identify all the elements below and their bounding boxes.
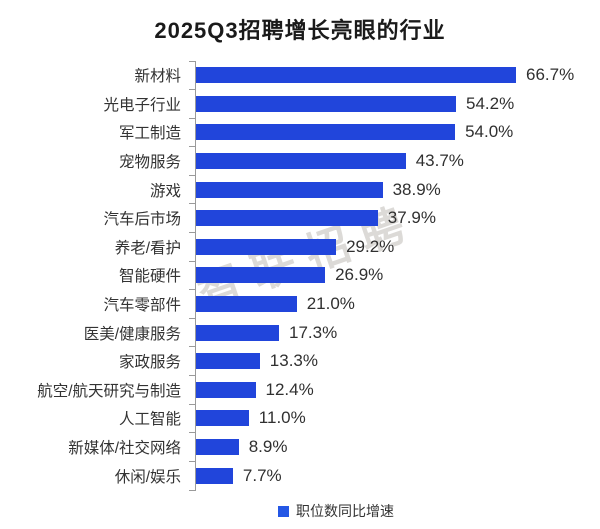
bar-plot-area: 新材料 66.7% 光电子行业 54.2% 军工制造 54.0% 宠物服务 43.7% 游戏 38… [0,60,600,491]
bar-row: 医美/健康服务 17.3% [0,317,600,347]
value-label: 26.9% [335,265,384,285]
bar [196,238,337,255]
bar-row: 新媒体/社交网络 8.9% [0,432,600,462]
category-label: 宠物服务 [118,154,181,172]
bar-row: 新材料 66.7% [0,60,600,90]
bar-row: 航空/航天研究与制造 12.4% [0,375,600,405]
bar-row: 汽车零部件 21.0% [0,289,600,319]
legend-series-label: 职位数同比增速 [296,503,394,519]
value-label: 7.7% [242,465,282,485]
bar [196,296,297,313]
bar [196,210,378,227]
legend: 职位数同比增速 [0,501,600,521]
bar-row: 游戏 38.9% [0,174,600,204]
value-label: 17.3% [289,322,338,342]
chart-title: 2025Q3招聘增长亮眼的行业 [154,18,446,43]
bar [196,410,249,427]
bar-row: 养老/看护 29.2% [0,232,600,262]
bar-row: 宠物服务 43.7% [0,146,600,176]
bar [196,181,383,198]
category-label: 养老/看护 [114,239,181,257]
category-label: 汽车后市场 [103,211,181,229]
value-label: 43.7% [415,151,464,171]
bar [196,267,326,284]
bar-rows: 新材料 66.7% 光电子行业 54.2% 军工制造 54.0% 宠物服务 43.7% 游戏 38… [0,60,600,490]
category-label: 新媒体/社交网络 [68,440,181,458]
bar-row: 休闲/娱乐 7.7% [0,460,600,490]
bar [196,467,233,484]
category-label: 航空/航天研究与制造 [37,382,181,400]
category-label: 军工制造 [118,125,181,143]
category-label: 智能硬件 [118,268,181,286]
bar-row: 智能硬件 26.9% [0,260,600,290]
value-label: 13.3% [269,351,318,371]
category-label: 新材料 [134,68,181,86]
bar [196,439,239,456]
value-label: 8.9% [248,437,288,457]
value-label: 54.2% [466,93,515,113]
value-label: 54.0% [465,122,514,142]
bar [196,353,260,370]
bar-row: 家政服务 13.3% [0,346,600,376]
category-label: 休闲/娱乐 [114,468,181,486]
category-label: 光电子行业 [103,96,181,114]
value-label: 66.7% [526,65,575,85]
bar-row: 人工智能 11.0% [0,403,600,433]
bar-row: 汽车后市场 37.9% [0,203,600,233]
value-label: 37.9% [387,208,436,228]
bar-row: 军工制造 54.0% [0,117,600,147]
category-label: 人工智能 [118,411,181,429]
value-label: 38.9% [392,179,441,199]
category-label: 家政服务 [118,354,181,372]
bar [196,67,516,84]
category-label: 游戏 [149,182,181,200]
value-label: 29.2% [346,236,395,256]
value-label: 11.0% [258,408,306,428]
bar [196,324,279,341]
value-label: 21.0% [306,294,355,314]
y-axis-line [195,61,196,490]
bar [196,381,256,398]
category-label: 医美/健康服务 [83,325,181,343]
bar [196,124,456,141]
category-label: 汽车零部件 [103,297,181,315]
bar [196,95,456,112]
bar [196,153,406,170]
value-label: 12.4% [265,379,314,399]
legend-swatch-icon [278,505,289,517]
bar-row: 光电子行业 54.2% [0,89,600,119]
